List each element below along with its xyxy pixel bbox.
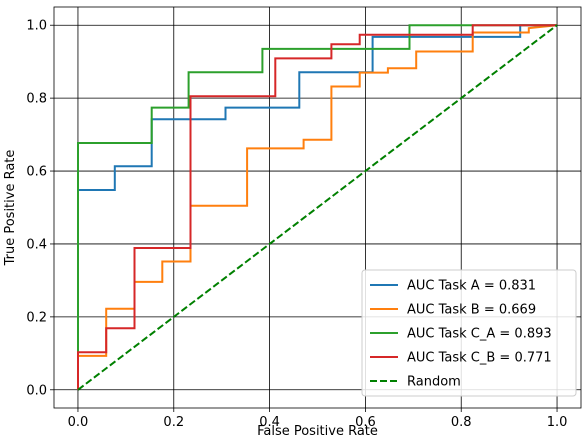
legend-box	[361, 269, 577, 397]
grid-lines	[54, 7, 581, 408]
series-line-3	[77, 24, 557, 390]
x-tick-label: 0.4	[259, 415, 280, 430]
y-tick-label: 0.6	[26, 165, 47, 180]
legend: AUC Task A = 0.831 AUC Task B = 0.669 AUC …	[361, 269, 577, 397]
legend-label: AUC Task B = 0.669	[407, 303, 536, 318]
axis-ticks: 0.0 0.2 0.4 0.6 0.8 1.0 0.0 0.2 0.4 0.6 0.8 1.0	[26, 19, 567, 430]
x-tick-label: 0.0	[68, 415, 89, 430]
x-tick-label: 0.2	[163, 415, 184, 430]
y-tick-label: 0.0	[26, 383, 47, 398]
x-tick-label: 1.0	[547, 415, 568, 430]
plot-frame	[53, 6, 582, 409]
x-tick-label: 0.8	[451, 415, 472, 430]
y-tick-label: 0.8	[26, 92, 47, 107]
legend-label: AUC Task A = 0.831	[407, 279, 536, 294]
series-line-4	[77, 24, 558, 391]
series-line-2	[77, 24, 557, 390]
x-axis-label: False Positive Rate	[257, 424, 378, 439]
y-axis-label: True Positive Rate	[3, 150, 18, 267]
x-tick-label: 0.6	[355, 415, 376, 430]
legend-label: AUC Task C_B = 0.771	[407, 351, 552, 366]
legend-label: AUC Task C_A = 0.893	[407, 327, 552, 342]
y-tick-label: 0.2	[26, 310, 47, 325]
legend-label: Random	[407, 375, 461, 390]
y-tick-label: 1.0	[26, 19, 47, 34]
series-lines	[77, 24, 558, 391]
y-tick-label: 0.4	[26, 237, 47, 252]
series-line-0	[77, 24, 557, 390]
